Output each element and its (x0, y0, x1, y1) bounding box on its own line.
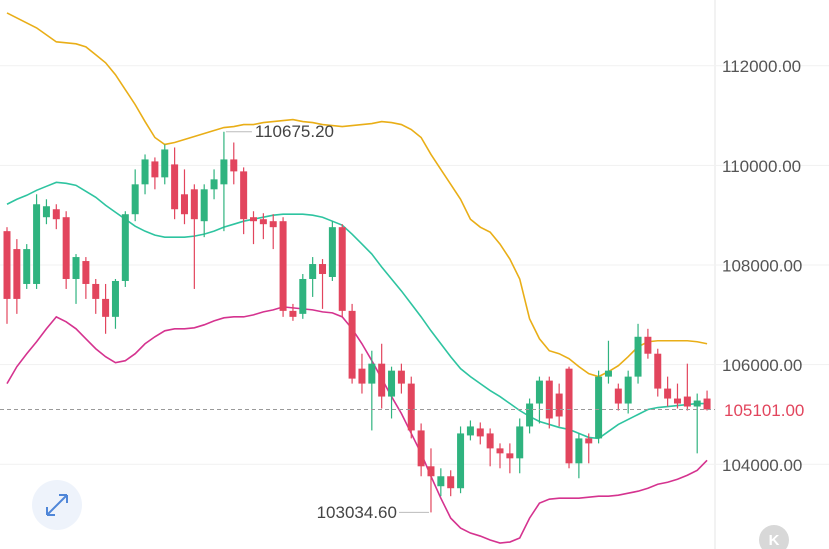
candle-body (328, 227, 336, 277)
candle-body (555, 393, 563, 417)
candle-body (516, 426, 524, 459)
candle-body (259, 219, 267, 225)
candle-body (141, 159, 149, 185)
candle-body (319, 264, 327, 275)
candle-body (417, 430, 425, 467)
watermark: K (769, 532, 780, 549)
candle-body (624, 376, 632, 404)
candle-body (82, 261, 90, 284)
candle-body (358, 368, 366, 384)
candle-body (338, 227, 346, 311)
candle-body (673, 398, 681, 404)
candle-body (111, 280, 119, 317)
annotation-label: 103034.60 (317, 503, 397, 522)
watermark-badge (759, 525, 789, 549)
candle-body (210, 179, 218, 190)
candle-body (250, 217, 257, 222)
candle-body (545, 380, 553, 419)
candle-body (171, 164, 179, 210)
candle-body (388, 370, 396, 397)
candle-body (3, 231, 11, 299)
candle-body (595, 376, 603, 439)
candle-body (585, 438, 593, 444)
y-tick-label: 104000.00 (722, 456, 802, 475)
y-tick-label: 106000.00 (722, 356, 802, 375)
candle-body (575, 438, 583, 464)
candle-body (407, 383, 415, 431)
candle-body (151, 161, 159, 178)
candle-body (693, 400, 701, 407)
candle-body (180, 194, 188, 215)
annotation-label: 110675.20 (255, 122, 334, 141)
candle-body (72, 257, 80, 279)
candle-body (23, 249, 31, 284)
candle-body (230, 159, 238, 172)
candle-body (427, 466, 435, 477)
candle-body (348, 310, 356, 379)
candle-body (200, 189, 208, 222)
candle-body (654, 353, 662, 389)
candle-body (309, 264, 317, 279)
candle-body (486, 433, 494, 449)
candle-body (131, 184, 139, 215)
candle-body (92, 283, 100, 299)
expand-button[interactable] (32, 480, 82, 530)
candle-body (102, 298, 110, 317)
candle-body (447, 476, 455, 489)
candle-body (378, 363, 386, 397)
candle-body (240, 171, 248, 220)
band-line (6, 12, 708, 378)
candle-body (299, 278, 307, 314)
candle-body (644, 336, 652, 354)
candle-body (683, 396, 691, 407)
expand-icon[interactable] (46, 494, 68, 516)
candle-body (496, 448, 504, 454)
candle-body (604, 370, 612, 377)
candle-body (368, 363, 376, 384)
candle-body (13, 249, 21, 299)
candle-body (466, 426, 474, 436)
candle-body (190, 189, 198, 220)
candle-body (161, 149, 169, 178)
band-line (6, 306, 708, 544)
candle-body (535, 380, 543, 404)
y-tick-label: 112000.00 (722, 57, 801, 76)
candle-body (279, 221, 287, 311)
candle-body (506, 453, 514, 459)
candle-body (289, 310, 297, 317)
candle-body (397, 370, 405, 384)
y-tick-label: 110000.00 (722, 157, 801, 176)
candle-body (42, 206, 50, 218)
candle-body (457, 433, 465, 489)
candle-body (565, 368, 573, 464)
candle-body (526, 403, 534, 427)
candle-body (614, 388, 622, 404)
last-price-label: 105101.00 (724, 401, 804, 420)
candle-body (634, 336, 642, 377)
candle-body (437, 476, 445, 487)
candle-body (476, 428, 484, 437)
candle-body (52, 209, 60, 220)
candle-body (33, 204, 41, 284)
candle-body (269, 221, 277, 228)
candle-body (664, 388, 672, 399)
candle-body (62, 217, 70, 279)
candle-body (220, 159, 228, 185)
candle-body (121, 214, 129, 281)
y-tick-label: 108000.00 (722, 257, 802, 276)
candle-body (703, 398, 711, 410)
